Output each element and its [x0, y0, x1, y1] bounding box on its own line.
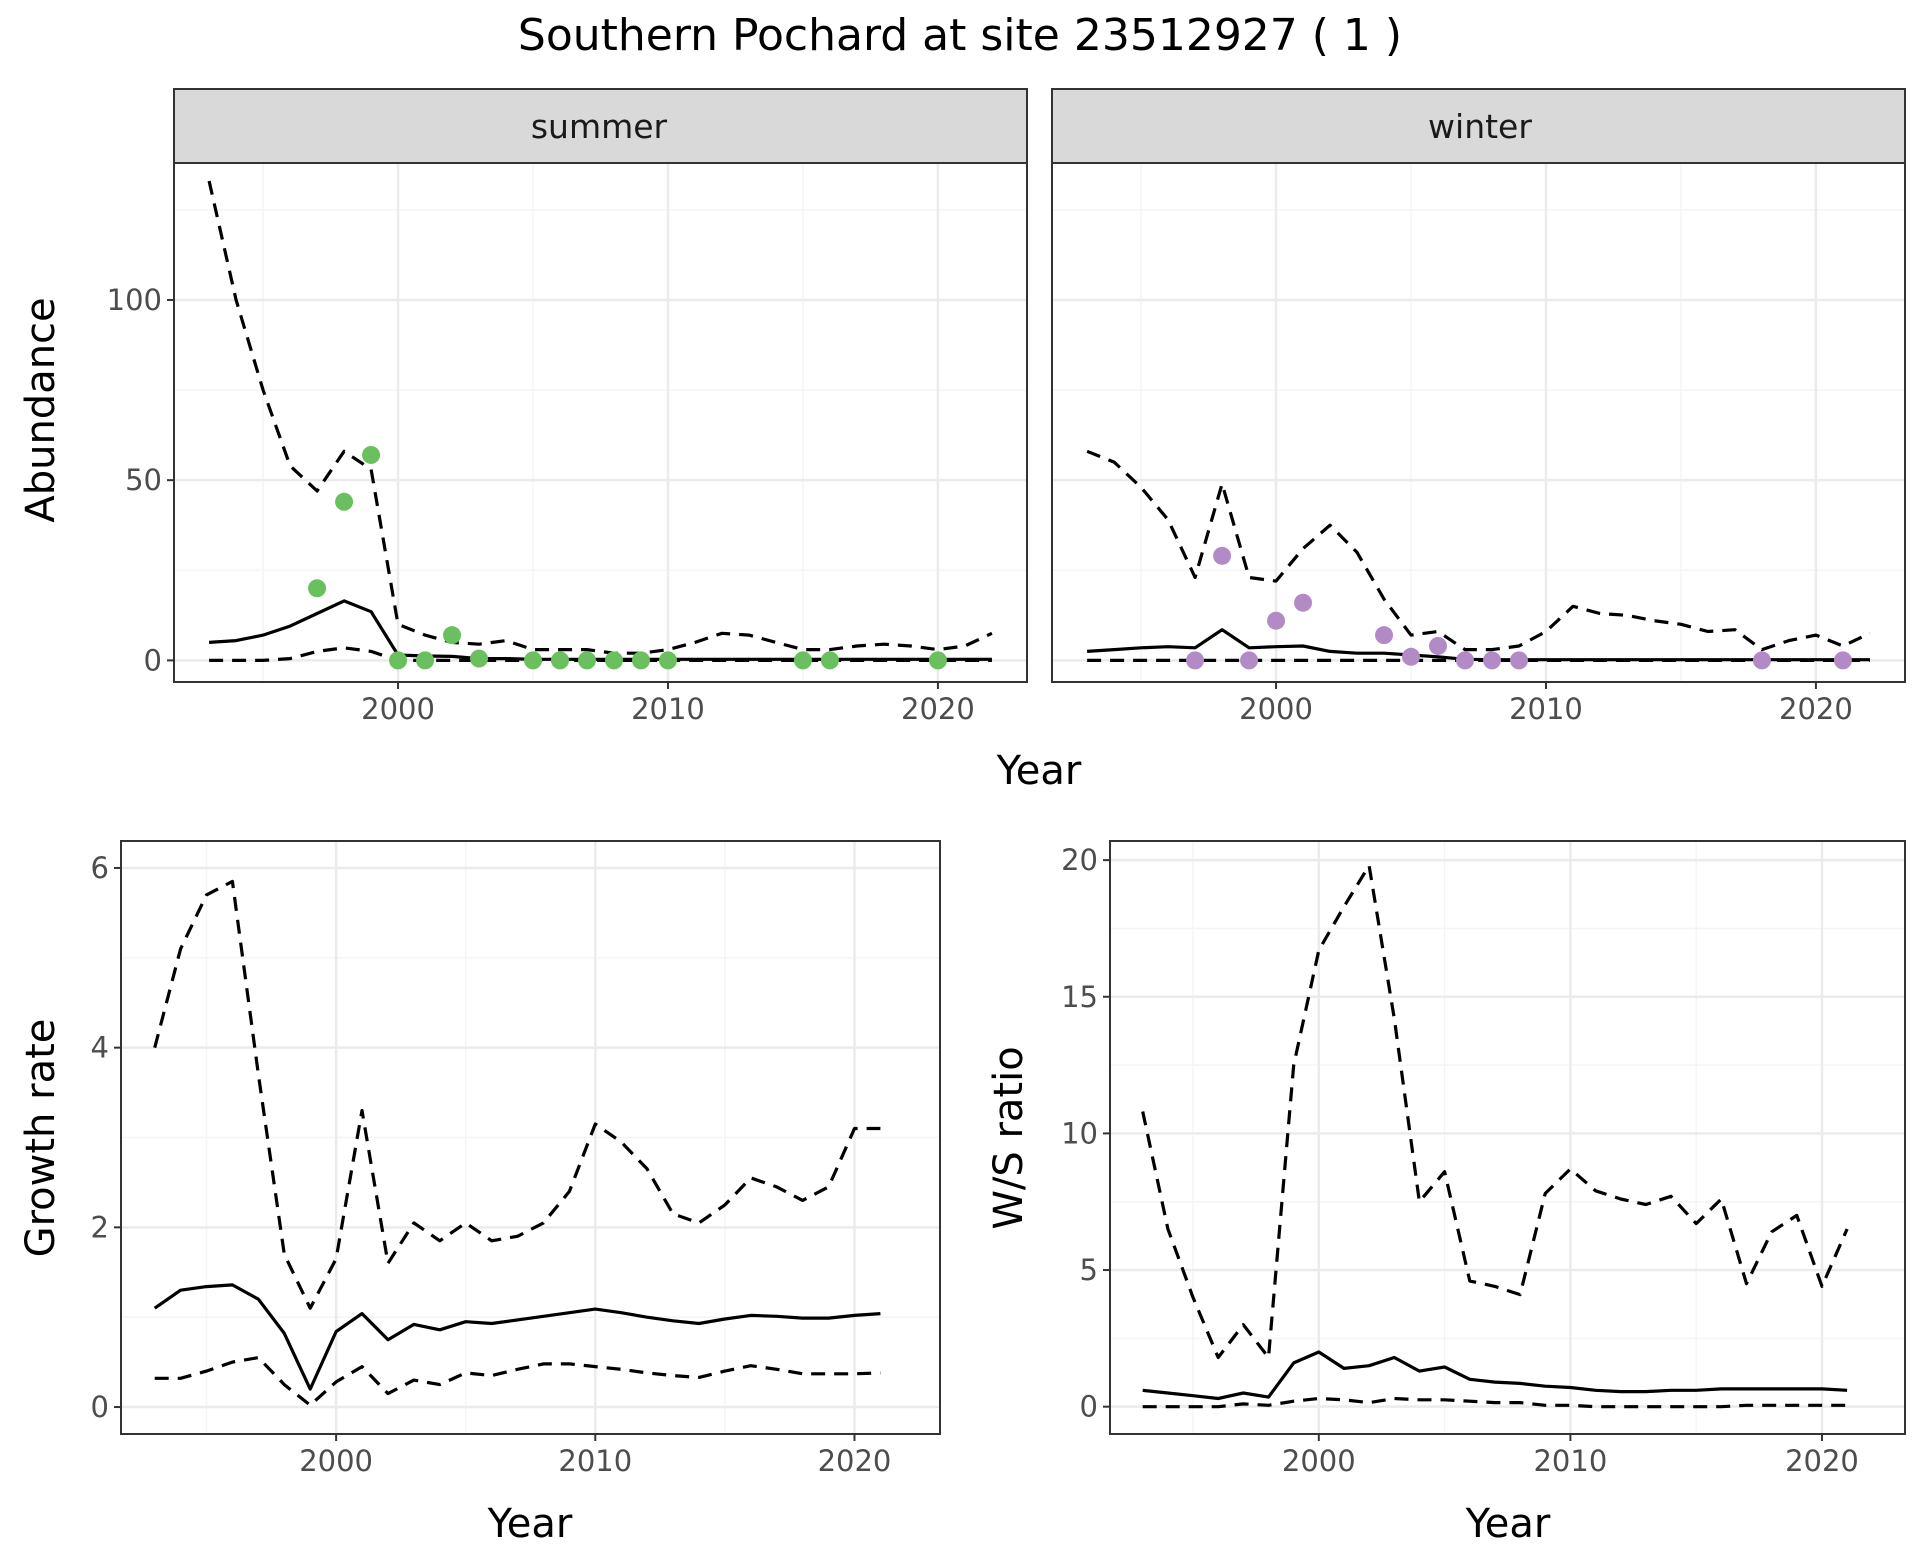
abundance-winter-point [1213, 546, 1232, 565]
ws-ratio-y-tick-label: 20 [1061, 843, 1098, 877]
ws-ratio-upper-line [1141, 864, 1849, 1360]
figure-title: Southern Pochard at site 23512927 ( 1 ) [518, 10, 1402, 61]
abundance-summer-strip [173, 88, 1028, 164]
abundance-summer-point [793, 651, 812, 670]
abundance-summer-y-tick-label: 50 [125, 463, 162, 497]
ws-ratio-border [1109, 840, 1906, 1435]
abundance-x-axis-title: Year [996, 748, 1082, 794]
abundance-winter-x-tick-label: 2020 [1779, 692, 1853, 726]
abundance-summer-point [443, 626, 462, 645]
abundance-winter-point [1752, 651, 1771, 670]
abundance-summer-point [470, 649, 489, 668]
abundance-winter-point [1482, 651, 1501, 670]
ws-x-axis-title: Year [1465, 1501, 1551, 1547]
ws-ratio-x-tick-label: 2010 [1533, 1444, 1607, 1478]
abundance-summer-median-line [208, 599, 992, 661]
abundance-winter-point [1186, 651, 1205, 670]
growth-lower-line [154, 1356, 881, 1407]
abundance-winter-point [1294, 593, 1313, 612]
abundance-y-axis-title: Abundance [18, 297, 64, 522]
panel-abundance-summer: 2000 2010 2020 0 50 100 [107, 88, 1028, 726]
abundance-summer-x-tick-label: 2000 [361, 692, 435, 726]
ws-y-axis-title: W/S ratio [986, 1046, 1032, 1229]
growth-x-tick-label: 2010 [558, 1444, 632, 1478]
growth-y-axis-title: Growth rate [18, 1019, 64, 1258]
abundance-summer-point [551, 651, 570, 670]
ws-ratio-x-tick-label: 2020 [1785, 1444, 1859, 1478]
growth-y-tick-label: 2 [91, 1210, 109, 1244]
ws-ratio-x-tick-label: 2000 [1282, 1444, 1356, 1478]
abundance-winter-point [1833, 651, 1852, 670]
abundance-winter-background [1052, 163, 1905, 682]
growth-y-tick-label: 6 [91, 851, 109, 885]
abundance-winter-x-tick-label: 2010 [1509, 692, 1583, 726]
abundance-winter-x-tick-label: 2000 [1239, 692, 1313, 726]
abundance-summer-point [658, 651, 677, 670]
abundance-summer-x-tick-label: 2010 [631, 692, 705, 726]
growth-x-axis-title: Year [487, 1501, 573, 1547]
abundance-summer-y-tick-label: 100 [107, 283, 162, 317]
growth-border [120, 840, 941, 1435]
ws-ratio-median-line [1142, 1350, 1848, 1401]
abundance-summer-point [335, 492, 354, 511]
abundance-winter-point [1240, 651, 1259, 670]
growth-x-tick-label: 2020 [818, 1444, 892, 1478]
abundance-winter-border [1051, 162, 1906, 683]
abundance-summer-point [524, 651, 543, 670]
abundance-summer-point [362, 445, 381, 464]
abundance-winter-point [1402, 647, 1421, 666]
growth-median-line [153, 1283, 881, 1391]
abundance-summer-point [820, 651, 839, 670]
abundance-winter-point [1429, 636, 1448, 655]
ws-ratio-y-tick-label: 5 [1080, 1253, 1098, 1287]
abundance-winter-point [1375, 626, 1394, 645]
abundance-winter-point [1267, 611, 1286, 630]
abundance-summer-point [308, 579, 327, 598]
abundance-winter-point [1456, 651, 1475, 670]
strip-label-winter: winter [1428, 107, 1532, 146]
ws-ratio-y-tick-label: 15 [1061, 980, 1098, 1014]
panel-abundance-winter: 2000 2010 2020 [1051, 88, 1906, 726]
abundance-summer-point [416, 651, 435, 670]
abundance-summer-point [604, 651, 623, 670]
panel-growth-rate: 2000 2010 2020 0 2 4 6 [91, 840, 941, 1478]
abundance-winter-median-line [1086, 628, 1870, 662]
ws-ratio-y-tick-label: 0 [1080, 1390, 1098, 1424]
abundance-summer-upper-line [207, 180, 993, 655]
growth-y-tick-label: 4 [91, 1031, 109, 1065]
strip-label-summer: summer [531, 107, 668, 146]
abundance-winter-point [1509, 651, 1528, 670]
panel-ws-ratio: 2000 2010 2020 0 5 10 15 20 [1061, 840, 1906, 1478]
abundance-summer-y-tick-label: 0 [144, 643, 162, 677]
abundance-summer-background [174, 163, 1027, 682]
growth-x-tick-label: 2000 [299, 1444, 373, 1478]
abundance-summer-x-tick-label: 2020 [901, 692, 975, 726]
ws-ratio-background [1110, 841, 1905, 1434]
abundance-winter-upper-line [1086, 449, 1871, 652]
abundance-summer-point [578, 651, 597, 670]
growth-upper-line [153, 879, 881, 1310]
abundance-summer-border [173, 162, 1028, 683]
growth-y-tick-label: 0 [91, 1390, 109, 1424]
ws-ratio-lower-line [1142, 1396, 1848, 1409]
ws-ratio-y-tick-label: 10 [1061, 1116, 1098, 1150]
abundance-summer-point [928, 651, 947, 670]
abundance-summer-point [631, 651, 650, 670]
abundance-summer-point [389, 651, 408, 670]
